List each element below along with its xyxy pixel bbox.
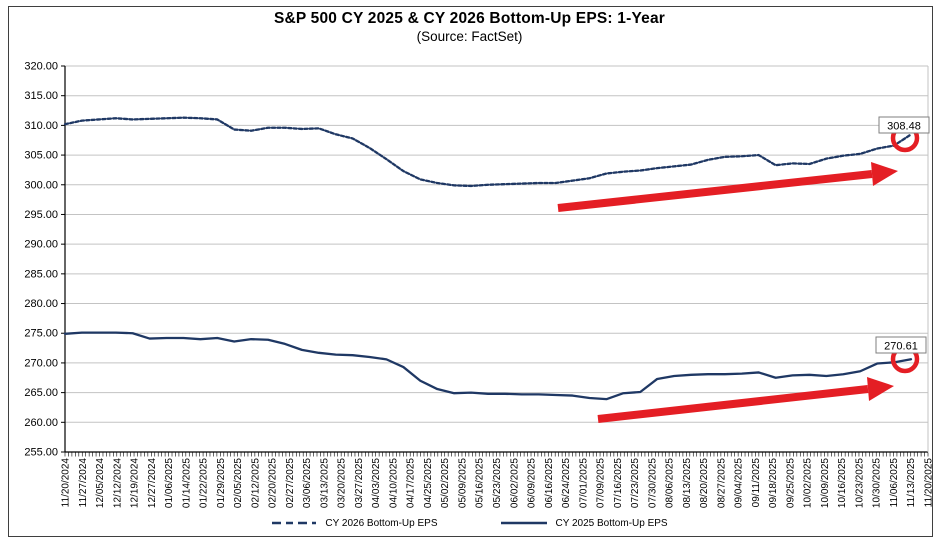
y-axis-label: 295.00: [24, 209, 58, 221]
series-line-cy2026: [63, 116, 913, 188]
x-axis-label: 03/20/2025: [337, 458, 348, 508]
x-axis-label: 04/17/2025: [406, 458, 417, 508]
end-value-cy2025: 270.61: [884, 341, 918, 353]
x-axis-label: 11/13/2025: [906, 458, 917, 508]
x-axis-label: 07/09/2025: [596, 458, 607, 508]
x-axis-label: 04/03/2025: [371, 458, 382, 508]
x-axis-label: 11/06/2025: [889, 458, 900, 508]
x-axis-label: 09/11/2025: [751, 458, 762, 508]
x-axis-label: 06/24/2025: [561, 458, 572, 508]
x-axis-label: 09/18/2025: [768, 458, 779, 508]
legend-solid-line-sample: [500, 521, 547, 525]
x-axis-label: 05/09/2025: [457, 458, 468, 508]
y-axis-label: 320.00: [24, 61, 58, 73]
y-axis-label: 280.00: [24, 298, 58, 310]
y-axis-label: 260.00: [24, 417, 58, 429]
x-axis-label: 10/16/2025: [837, 458, 848, 508]
end-value-box-cy2025: 270.61: [875, 336, 927, 354]
x-axis-label: 05/02/2025: [440, 458, 451, 508]
y-axis-labels: 255.00 260.00 265.00 270.00 275.00 280.00 285.…: [24, 61, 58, 459]
series-line-cy2025: [63, 331, 913, 401]
x-axis-label: 12/27/2024: [147, 458, 158, 508]
x-axis-label: 05/23/2025: [492, 458, 503, 508]
x-axis-label: 03/06/2025: [302, 458, 313, 508]
chart-title: S&P 500 CY 2025 & CY 2026 Bottom-Up EPS:…: [273, 10, 666, 27]
x-axis-label: 12/19/2024: [130, 458, 141, 508]
chart-subtitle: (Source: FactSet): [416, 29, 523, 44]
x-axis-label: 01/06/2025: [164, 458, 175, 508]
x-axis-label: 08/27/2025: [716, 458, 727, 508]
x-axis-label: 11/27/2024: [78, 458, 89, 508]
x-axis-label: 01/22/2025: [199, 458, 210, 508]
y-axis-label: 270.00: [24, 357, 58, 369]
x-axis-label: 10/09/2025: [820, 458, 831, 508]
x-axis-label: 05/16/2025: [475, 458, 486, 508]
x-axis-label: 01/14/2025: [181, 458, 192, 508]
legend-label-cy2025: CY 2025 Bottom-Up EPS: [555, 517, 668, 529]
x-axis-label: 11/20/2024: [61, 458, 72, 508]
chart-legend: CY 2026 Bottom-Up EPS CY 2025 Bottom-Up …: [0, 515, 939, 531]
trend-arrow-cy2026: [557, 162, 898, 212]
x-axis-label: 10/30/2025: [872, 458, 883, 508]
y-axis-ticks: [61, 65, 65, 453]
x-axis-label: 06/16/2025: [544, 458, 555, 508]
y-axis-label: 310.00: [24, 120, 58, 132]
x-axis-label: 10/02/2025: [803, 458, 814, 508]
y-axis-label: 275.00: [24, 328, 58, 340]
x-axis-label: 07/01/2025: [578, 458, 589, 508]
x-axis-label: 07/16/2025: [613, 458, 624, 508]
end-value-cy2026: 308.48: [887, 121, 921, 133]
x-axis-ticks: [64, 452, 929, 457]
end-value-box-cy2026: 308.48: [878, 116, 930, 134]
x-axis-label: 07/30/2025: [647, 458, 658, 508]
x-axis-label: 02/20/2025: [268, 458, 279, 508]
trend-arrow-cy2025: [597, 377, 894, 423]
x-axis-label: 03/13/2025: [319, 458, 330, 508]
x-axis-label: 07/23/2025: [630, 458, 641, 508]
x-axis-label: 04/25/2025: [423, 458, 434, 508]
y-axis-label: 305.00: [24, 150, 58, 162]
x-axis-label: 02/27/2025: [285, 458, 296, 508]
series-lines: [63, 116, 913, 401]
x-axis-label: 02/05/2025: [233, 458, 244, 508]
legend-item-cy2026: CY 2026 Bottom-Up EPS: [271, 517, 438, 529]
x-axis-label: 01/29/2025: [216, 458, 227, 508]
x-axis-label: 08/13/2025: [682, 458, 693, 508]
x-axis-label: 11/20/2025: [924, 458, 935, 508]
y-gridlines: [65, 65, 928, 423]
x-axis-label: 09/04/2025: [734, 458, 745, 508]
x-axis-label: 10/23/2025: [854, 458, 865, 508]
x-axis-label: 12/12/2024: [112, 458, 123, 508]
x-axis-label: 06/09/2025: [527, 458, 538, 508]
y-axis-label: 290.00: [24, 239, 58, 251]
y-axis-label: 255.00: [24, 447, 58, 459]
x-axis-label: 06/02/2025: [509, 458, 520, 508]
x-axis-label: 12/05/2024: [95, 458, 106, 508]
x-axis-label: 08/06/2025: [665, 458, 676, 508]
x-axis-labels: 11/20/2024 11/27/2024 12/05/2024 12/12/2024…: [61, 458, 935, 508]
x-axis-label: 03/27/2025: [354, 458, 365, 508]
x-axis-label: 04/10/2025: [388, 458, 399, 508]
x-axis-label: 08/20/2025: [699, 458, 710, 508]
x-axis-label: 09/25/2025: [785, 458, 796, 508]
y-axis-label: 265.00: [24, 387, 58, 399]
y-axis-label: 285.00: [24, 268, 58, 280]
y-axis-label: 300.00: [24, 179, 58, 191]
y-axis-label: 315.00: [24, 90, 58, 102]
x-axis-label: 02/12/2025: [250, 458, 261, 508]
legend-item-cy2025: CY 2025 Bottom-Up EPS: [500, 518, 668, 529]
legend-label-cy2026: CY 2026 Bottom-Up EPS: [325, 517, 438, 529]
legend-dashed-line-sample: [272, 521, 317, 525]
